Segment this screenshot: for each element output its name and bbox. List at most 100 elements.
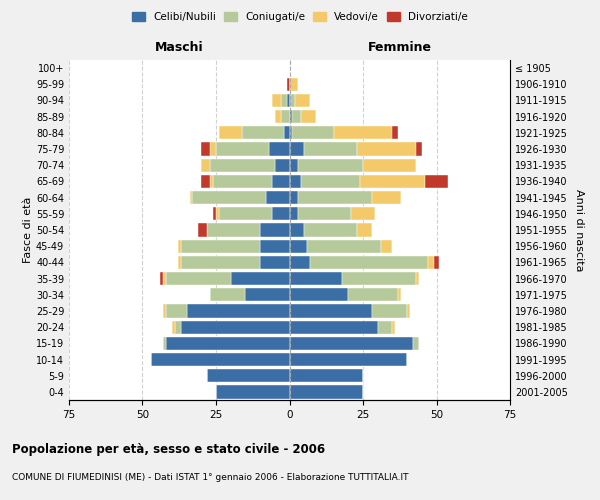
Bar <box>290 94 295 107</box>
Bar <box>260 256 290 269</box>
Bar <box>275 158 290 172</box>
Bar <box>287 78 290 91</box>
Bar <box>160 272 163 285</box>
Bar <box>301 175 360 188</box>
Bar <box>425 175 448 188</box>
Bar <box>151 353 290 366</box>
Text: Popolazione per età, sesso e stato civile - 2006: Popolazione per età, sesso e stato civil… <box>12 442 325 456</box>
Y-axis label: Fasce di età: Fasce di età <box>23 197 33 263</box>
Bar <box>202 175 210 188</box>
Bar <box>166 304 187 318</box>
Bar <box>298 207 351 220</box>
Bar <box>181 320 290 334</box>
Bar <box>290 207 298 220</box>
Bar <box>298 158 363 172</box>
Bar <box>357 142 416 156</box>
Bar <box>210 175 213 188</box>
Bar <box>210 158 275 172</box>
Bar <box>281 110 290 124</box>
Bar <box>216 207 219 220</box>
Bar <box>407 304 410 318</box>
Bar <box>363 158 416 172</box>
Bar <box>242 126 284 140</box>
Bar <box>266 191 290 204</box>
Bar <box>290 369 363 382</box>
Bar <box>292 126 334 140</box>
Bar <box>284 126 290 140</box>
Bar <box>166 336 290 350</box>
Bar <box>398 288 401 302</box>
Bar <box>181 256 260 269</box>
Bar <box>163 304 166 318</box>
Bar <box>187 304 290 318</box>
Bar <box>163 336 166 350</box>
Bar <box>392 126 398 140</box>
Bar <box>181 240 260 253</box>
Bar <box>290 191 298 204</box>
Bar <box>190 191 193 204</box>
Bar <box>290 175 301 188</box>
Bar <box>295 94 310 107</box>
Bar <box>310 256 428 269</box>
Bar <box>216 142 269 156</box>
Bar <box>290 158 298 172</box>
Bar <box>290 142 304 156</box>
Bar <box>260 224 290 236</box>
Bar <box>290 78 298 91</box>
Bar <box>372 191 401 204</box>
Bar <box>213 207 216 220</box>
Bar <box>290 320 378 334</box>
Bar <box>290 240 307 253</box>
Text: COMUNE DI FIUMEDINISI (ME) - Dati ISTAT 1° gennaio 2006 - Elaborazione TUTTITALI: COMUNE DI FIUMEDINISI (ME) - Dati ISTAT … <box>12 472 409 482</box>
Text: Maschi: Maschi <box>155 40 203 54</box>
Bar <box>416 272 419 285</box>
Bar <box>202 158 210 172</box>
Bar <box>290 304 372 318</box>
Legend: Celibi/Nubili, Coniugati/e, Vedovi/e, Divorziati/e: Celibi/Nubili, Coniugati/e, Vedovi/e, Di… <box>128 8 472 26</box>
Bar <box>275 110 281 124</box>
Bar <box>298 191 372 204</box>
Bar <box>199 224 207 236</box>
Bar <box>290 224 304 236</box>
Bar <box>351 207 375 220</box>
Bar <box>216 386 290 398</box>
Bar <box>304 142 357 156</box>
Bar <box>281 94 287 107</box>
Bar <box>360 175 425 188</box>
Bar <box>207 369 290 382</box>
Bar <box>178 240 181 253</box>
Bar <box>334 126 392 140</box>
Bar <box>357 224 372 236</box>
Bar <box>434 256 439 269</box>
Bar <box>245 288 290 302</box>
Bar <box>172 320 175 334</box>
Bar <box>213 175 272 188</box>
Bar <box>372 304 407 318</box>
Bar <box>290 353 407 366</box>
Bar <box>301 110 316 124</box>
Bar <box>290 256 310 269</box>
Bar <box>292 110 301 124</box>
Bar <box>307 240 380 253</box>
Bar <box>272 175 290 188</box>
Bar <box>290 386 363 398</box>
Bar <box>178 256 181 269</box>
Bar <box>193 191 266 204</box>
Bar <box>290 126 292 140</box>
Bar <box>175 320 181 334</box>
Bar <box>380 240 392 253</box>
Bar <box>272 207 290 220</box>
Text: Femmine: Femmine <box>368 40 432 54</box>
Bar <box>207 224 260 236</box>
Bar <box>272 94 281 107</box>
Bar <box>413 336 419 350</box>
Bar <box>392 320 395 334</box>
Bar <box>290 288 348 302</box>
Bar <box>287 94 290 107</box>
Bar <box>210 288 245 302</box>
Bar <box>378 320 392 334</box>
Bar <box>219 207 272 220</box>
Bar <box>202 142 210 156</box>
Bar <box>260 240 290 253</box>
Bar <box>166 272 230 285</box>
